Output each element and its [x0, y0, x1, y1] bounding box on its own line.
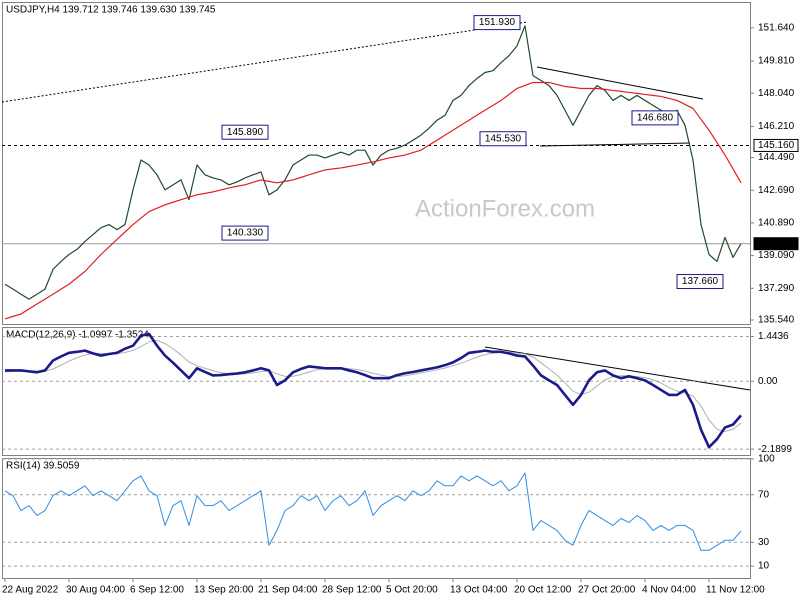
x-tick-label: 4 Nov 04:00	[642, 585, 696, 596]
y-tick-label: 0.00	[758, 376, 778, 387]
x-tick-label: 30 Aug 04:00	[66, 585, 125, 596]
annotation-label: 145.530	[485, 133, 522, 144]
y-tick-label: 142.690	[758, 185, 795, 196]
y-tick-label: 149.810	[758, 56, 795, 67]
annotation-box	[221, 124, 269, 140]
series-line	[5, 332, 742, 449]
chart-title: USDJPY,H4 139.712 139.746 139.630 139.74…	[6, 5, 216, 16]
y-tick-label: 100	[758, 454, 775, 465]
y-tick-label: 146.210	[758, 121, 795, 132]
level-label-box	[753, 237, 799, 251]
y-tick-label: 144.490	[758, 152, 795, 163]
series-line	[4, 81, 742, 320]
y-tick-label: 151.640	[758, 23, 795, 34]
watermark: ActionForex.com	[415, 195, 595, 222]
series-line	[4, 25, 742, 300]
x-tick-label: 13 Sep 20:00	[194, 585, 254, 596]
annotation-box	[676, 274, 724, 290]
annotation-label: 137.660	[682, 276, 719, 287]
trend-lines	[1, 21, 751, 391]
trend-line	[1, 21, 528, 103]
x-tick-label: 13 Oct 04:00	[450, 585, 508, 596]
annotation-box	[631, 110, 679, 126]
y-tick-label: -2.1899	[758, 444, 792, 455]
y-tick-label: 140.890	[758, 218, 795, 229]
panel-frames	[2, 2, 751, 579]
trend-line	[539, 142, 691, 147]
y-tick-label: 139.090	[758, 250, 795, 261]
x-tick-label: 22 Aug 2022	[2, 585, 59, 596]
x-tick-label: 11 Nov 12:00	[706, 585, 765, 596]
y-tick-label: 30	[758, 537, 770, 548]
annotation-label: 146.680	[637, 113, 674, 124]
annotation-box	[479, 131, 527, 147]
series-line	[4, 472, 742, 551]
trend-line	[484, 346, 751, 391]
macd-title: MACD(12,26,9) -1.0997 -1.3524	[6, 330, 149, 341]
macd-panel-frame	[2, 327, 751, 456]
annotation-label: 145.890	[227, 127, 264, 138]
x-tick-label: 21 Sep 04:00	[258, 585, 318, 596]
annotation-box	[221, 225, 269, 241]
y-tick-label: 70	[758, 489, 770, 500]
rsi-title: RSI(14) 39.5059	[6, 461, 80, 472]
x-tick-label: 6 Sep 12:00	[130, 585, 184, 596]
price-panel-frame	[2, 2, 751, 325]
x-tick-label: 5 Oct 20:00	[386, 585, 438, 596]
y-tick-label: 148.040	[758, 88, 795, 99]
level-label-box	[753, 138, 799, 152]
level-label: 139.745	[758, 238, 795, 249]
x-tick-label: 20 Oct 12:00	[514, 585, 572, 596]
y-tick-label: 1.4436	[758, 331, 789, 342]
y-tick-label: 137.290	[758, 283, 795, 294]
annotation-box	[473, 15, 521, 31]
annotation-label: 151.930	[479, 17, 516, 28]
x-tick-label: 28 Sep 12:00	[322, 585, 382, 596]
y-tick-label: 10	[758, 561, 770, 572]
y-tick-label: 135.540	[758, 315, 795, 326]
annotation-label: 140.330	[227, 228, 264, 239]
level-label: 145.160	[758, 140, 795, 151]
trend-line	[536, 66, 704, 100]
x-tick-label: 27 Oct 20:00	[578, 585, 636, 596]
